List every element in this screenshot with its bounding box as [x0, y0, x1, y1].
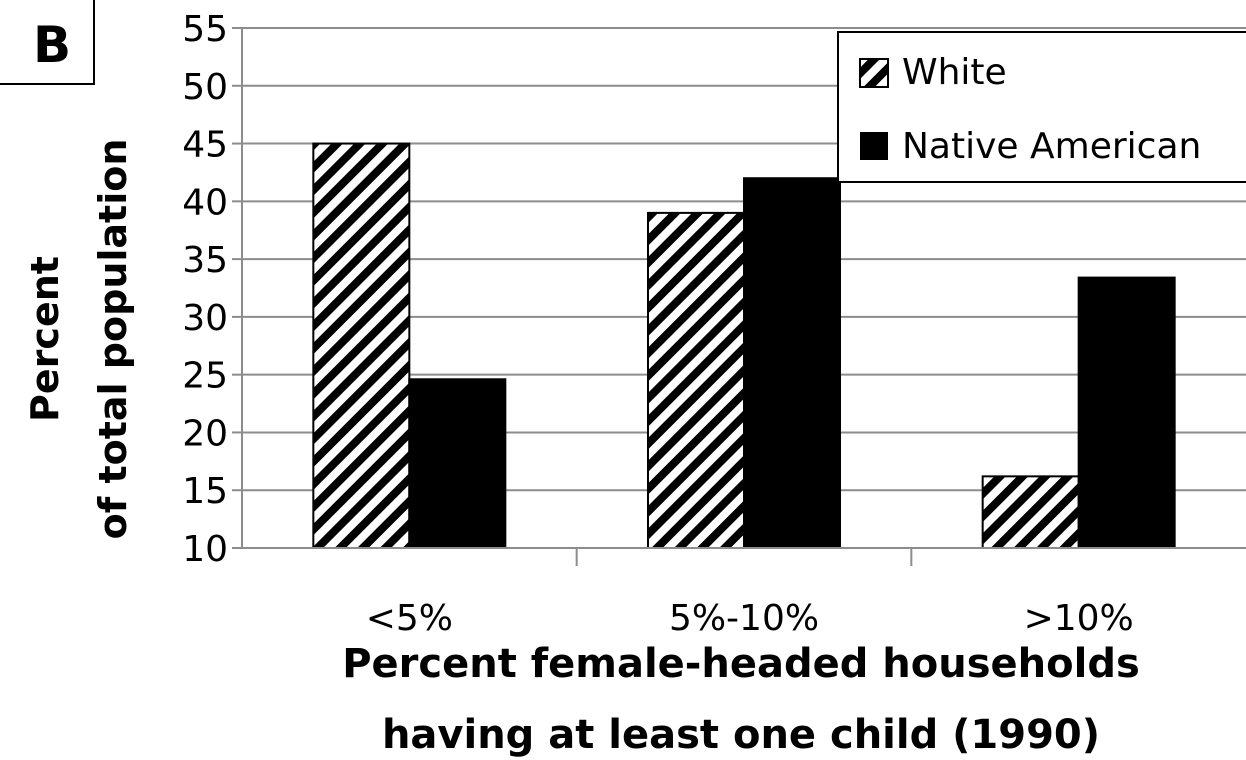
- y-tick-label: 40: [182, 182, 228, 223]
- y-tick-labels: 10 15 20 25 30 35 40 45 50 55: [182, 9, 228, 570]
- bars: [312, 142, 1176, 550]
- panel-label-text: B: [33, 16, 71, 74]
- legend-label-native-american: Native American: [902, 126, 1201, 167]
- x-axis-title-line-1: Percent female-headed households: [342, 641, 1140, 687]
- y-tick-label: 30: [182, 298, 228, 339]
- y-tick-label: 15: [182, 471, 228, 512]
- y-tick-label: 20: [182, 413, 228, 454]
- x-axis-title-line-2: having at least one child (1990): [382, 712, 1100, 758]
- x-tick-label: <5%: [366, 598, 453, 639]
- y-tick-label: 50: [182, 67, 228, 108]
- legend-swatch-white: [859, 58, 889, 88]
- bar-white: [647, 211, 745, 549]
- x-tick-label: 5%-10%: [669, 598, 819, 639]
- legend-box: [837, 31, 1246, 183]
- legend: White Native American: [837, 31, 1246, 183]
- x-axis-title: Percent female-headed households having …: [342, 641, 1140, 758]
- y-tick-label: 35: [182, 240, 228, 281]
- y-axis-title: Percent of total population: [23, 139, 135, 540]
- bar-white: [981, 475, 1080, 550]
- y-tick-label: 25: [182, 356, 228, 397]
- bar-native-american: [1077, 276, 1176, 549]
- bar-native-american: [743, 177, 841, 549]
- x-tick-label: >10%: [1024, 598, 1134, 639]
- panel-label: B: [0, 0, 95, 85]
- legend-swatch-native-american: [860, 132, 888, 160]
- axes: [241, 28, 1246, 566]
- x-tick-labels: <5% 5%-10% >10%: [366, 598, 1134, 639]
- bar-native-american: [408, 378, 507, 549]
- legend-label-white: White: [902, 52, 1007, 93]
- y-tick-label: 10: [182, 529, 228, 570]
- y-tick-label: 55: [182, 9, 228, 50]
- y-axis-title-line-1: Percent: [23, 256, 67, 422]
- panel-label-box: [0, 0, 95, 85]
- y-tick-label: 45: [182, 125, 228, 166]
- y-axis-title-line-2: of total population: [91, 139, 135, 540]
- bar-white: [312, 142, 411, 550]
